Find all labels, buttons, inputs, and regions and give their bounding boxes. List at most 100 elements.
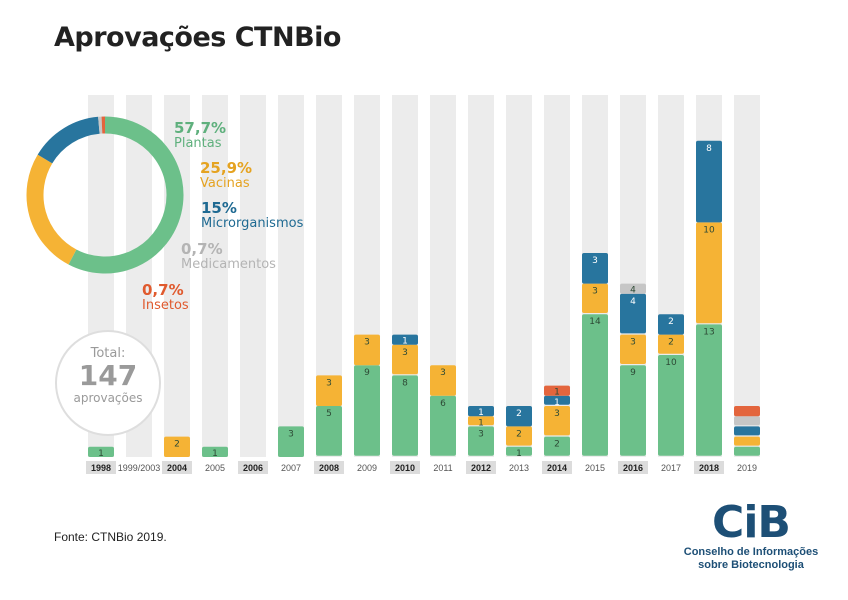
bar-segment — [734, 436, 760, 446]
data-label: 1 — [478, 418, 484, 428]
data-label: 3 — [364, 338, 370, 348]
data-label: 4 — [630, 286, 636, 296]
data-label: 2 — [668, 317, 674, 327]
total-label: Total: — [90, 346, 126, 361]
chart-title: Aprovações CTNBio — [54, 22, 341, 53]
x-tick-label: 2013 — [509, 463, 529, 473]
bar-segment — [392, 344, 418, 375]
total-value: 147 — [78, 359, 138, 392]
x-tick-label: 2004 — [167, 463, 187, 473]
data-label: 2 — [174, 440, 180, 450]
tick-highlight — [466, 461, 496, 474]
data-label: 9 — [630, 368, 636, 378]
x-tick-label: 2018 — [699, 463, 719, 473]
bar-segment — [620, 334, 646, 364]
tick-highlight — [314, 461, 344, 474]
legend-microrganismos-pct: 15% — [201, 199, 237, 217]
data-label: 10 — [703, 225, 715, 235]
data-label: 1 — [554, 388, 560, 398]
x-tick-label: 2009 — [357, 463, 377, 473]
column-background — [240, 95, 266, 457]
x-tick-label: 2015 — [585, 463, 605, 473]
bar-segment — [354, 365, 380, 456]
tick-highlight — [162, 461, 192, 474]
data-label: 9 — [364, 368, 370, 378]
bar-segment — [658, 334, 684, 354]
column-background — [468, 95, 494, 457]
cib-logo: CiB Conselho de Informações sobre Biotec… — [676, 500, 826, 572]
source-note: Fonte: CTNBio 2019. — [54, 530, 167, 544]
bar-segment — [696, 324, 722, 456]
cib-logo-line2: sobre Biotecnologia — [698, 559, 804, 571]
data-label: 3 — [478, 429, 484, 439]
tick-highlight — [542, 461, 572, 474]
donut-chart — [26, 116, 184, 274]
legend-insetos: 0,7% Insetos — [142, 282, 189, 312]
bar-segment — [468, 406, 494, 417]
data-label: 2 — [554, 440, 560, 450]
x-tick-label: 2010 — [395, 463, 415, 473]
legend-medicamentos-pct: 0,7% — [181, 240, 223, 258]
bar-segment — [88, 446, 114, 457]
x-tick-label: 2016 — [623, 463, 643, 473]
tick-highlight — [694, 461, 724, 474]
column-background — [506, 95, 532, 457]
bar-segment — [430, 395, 456, 456]
data-label: 1 — [554, 398, 560, 408]
x-tick-label: 2012 — [471, 463, 491, 473]
bar-segment — [316, 406, 342, 456]
data-label: 13 — [703, 327, 714, 337]
bar-segment — [620, 365, 646, 456]
legend-vacinas-pct: 25,9% — [200, 159, 253, 177]
data-label: 2 — [516, 429, 522, 439]
bar-segment — [620, 293, 646, 334]
bar-segment — [696, 222, 722, 324]
legend-microrganismos: 15% Microrganismos — [201, 199, 304, 231]
x-tick-label: 2005 — [205, 463, 225, 473]
data-label: 10 — [665, 358, 677, 368]
data-label: 6 — [440, 399, 446, 409]
data-label: 1 — [478, 408, 484, 418]
bar-segment — [544, 406, 570, 436]
data-label: 3 — [592, 256, 598, 266]
bar-segment — [164, 436, 190, 457]
bar-segment — [696, 140, 722, 223]
bar-segment — [278, 426, 304, 457]
data-label: 8 — [706, 144, 712, 154]
data-label: 4 — [630, 297, 636, 307]
x-tick-label: 1998 — [91, 463, 111, 473]
bar-segment — [468, 416, 494, 426]
data-label: 1 — [212, 449, 218, 459]
data-label: 1 — [516, 449, 522, 459]
x-tick-label: 2017 — [661, 463, 681, 473]
bar-segment — [392, 375, 418, 456]
data-label: 3 — [554, 409, 560, 419]
legend-plantas-pct: 57,7% — [174, 119, 227, 137]
donut-slice-microrganismos — [37, 116, 100, 164]
data-label: 3 — [592, 287, 598, 297]
data-label: 1 — [402, 337, 408, 347]
bar-segment — [582, 283, 608, 313]
bar-segment — [734, 426, 760, 436]
bar-segment — [734, 416, 760, 426]
data-label: 8 — [402, 378, 408, 388]
legend-medicamentos: 0,7% Medicamentos — [181, 240, 276, 272]
data-label: 2 — [516, 409, 522, 419]
data-label: 1 — [98, 449, 104, 459]
data-label: 14 — [589, 317, 601, 327]
x-tick-label: 2019 — [737, 463, 757, 473]
legend-plantas-name: Plantas — [174, 135, 222, 151]
legend-microrganismos-name: Microrganismos — [201, 215, 304, 231]
x-tick-label: 2006 — [243, 463, 263, 473]
bar-segment — [658, 314, 684, 335]
bar-segment — [430, 365, 456, 396]
data-label: 3 — [326, 378, 332, 388]
bar-segment — [620, 283, 646, 294]
tick-highlight — [86, 461, 116, 474]
bar-segment — [506, 406, 532, 427]
legend-vacinas-name: Vacinas — [200, 175, 250, 191]
legend-medicamentos-name: Medicamentos — [181, 256, 276, 272]
column-background — [734, 95, 760, 457]
data-label: 5 — [326, 409, 332, 419]
